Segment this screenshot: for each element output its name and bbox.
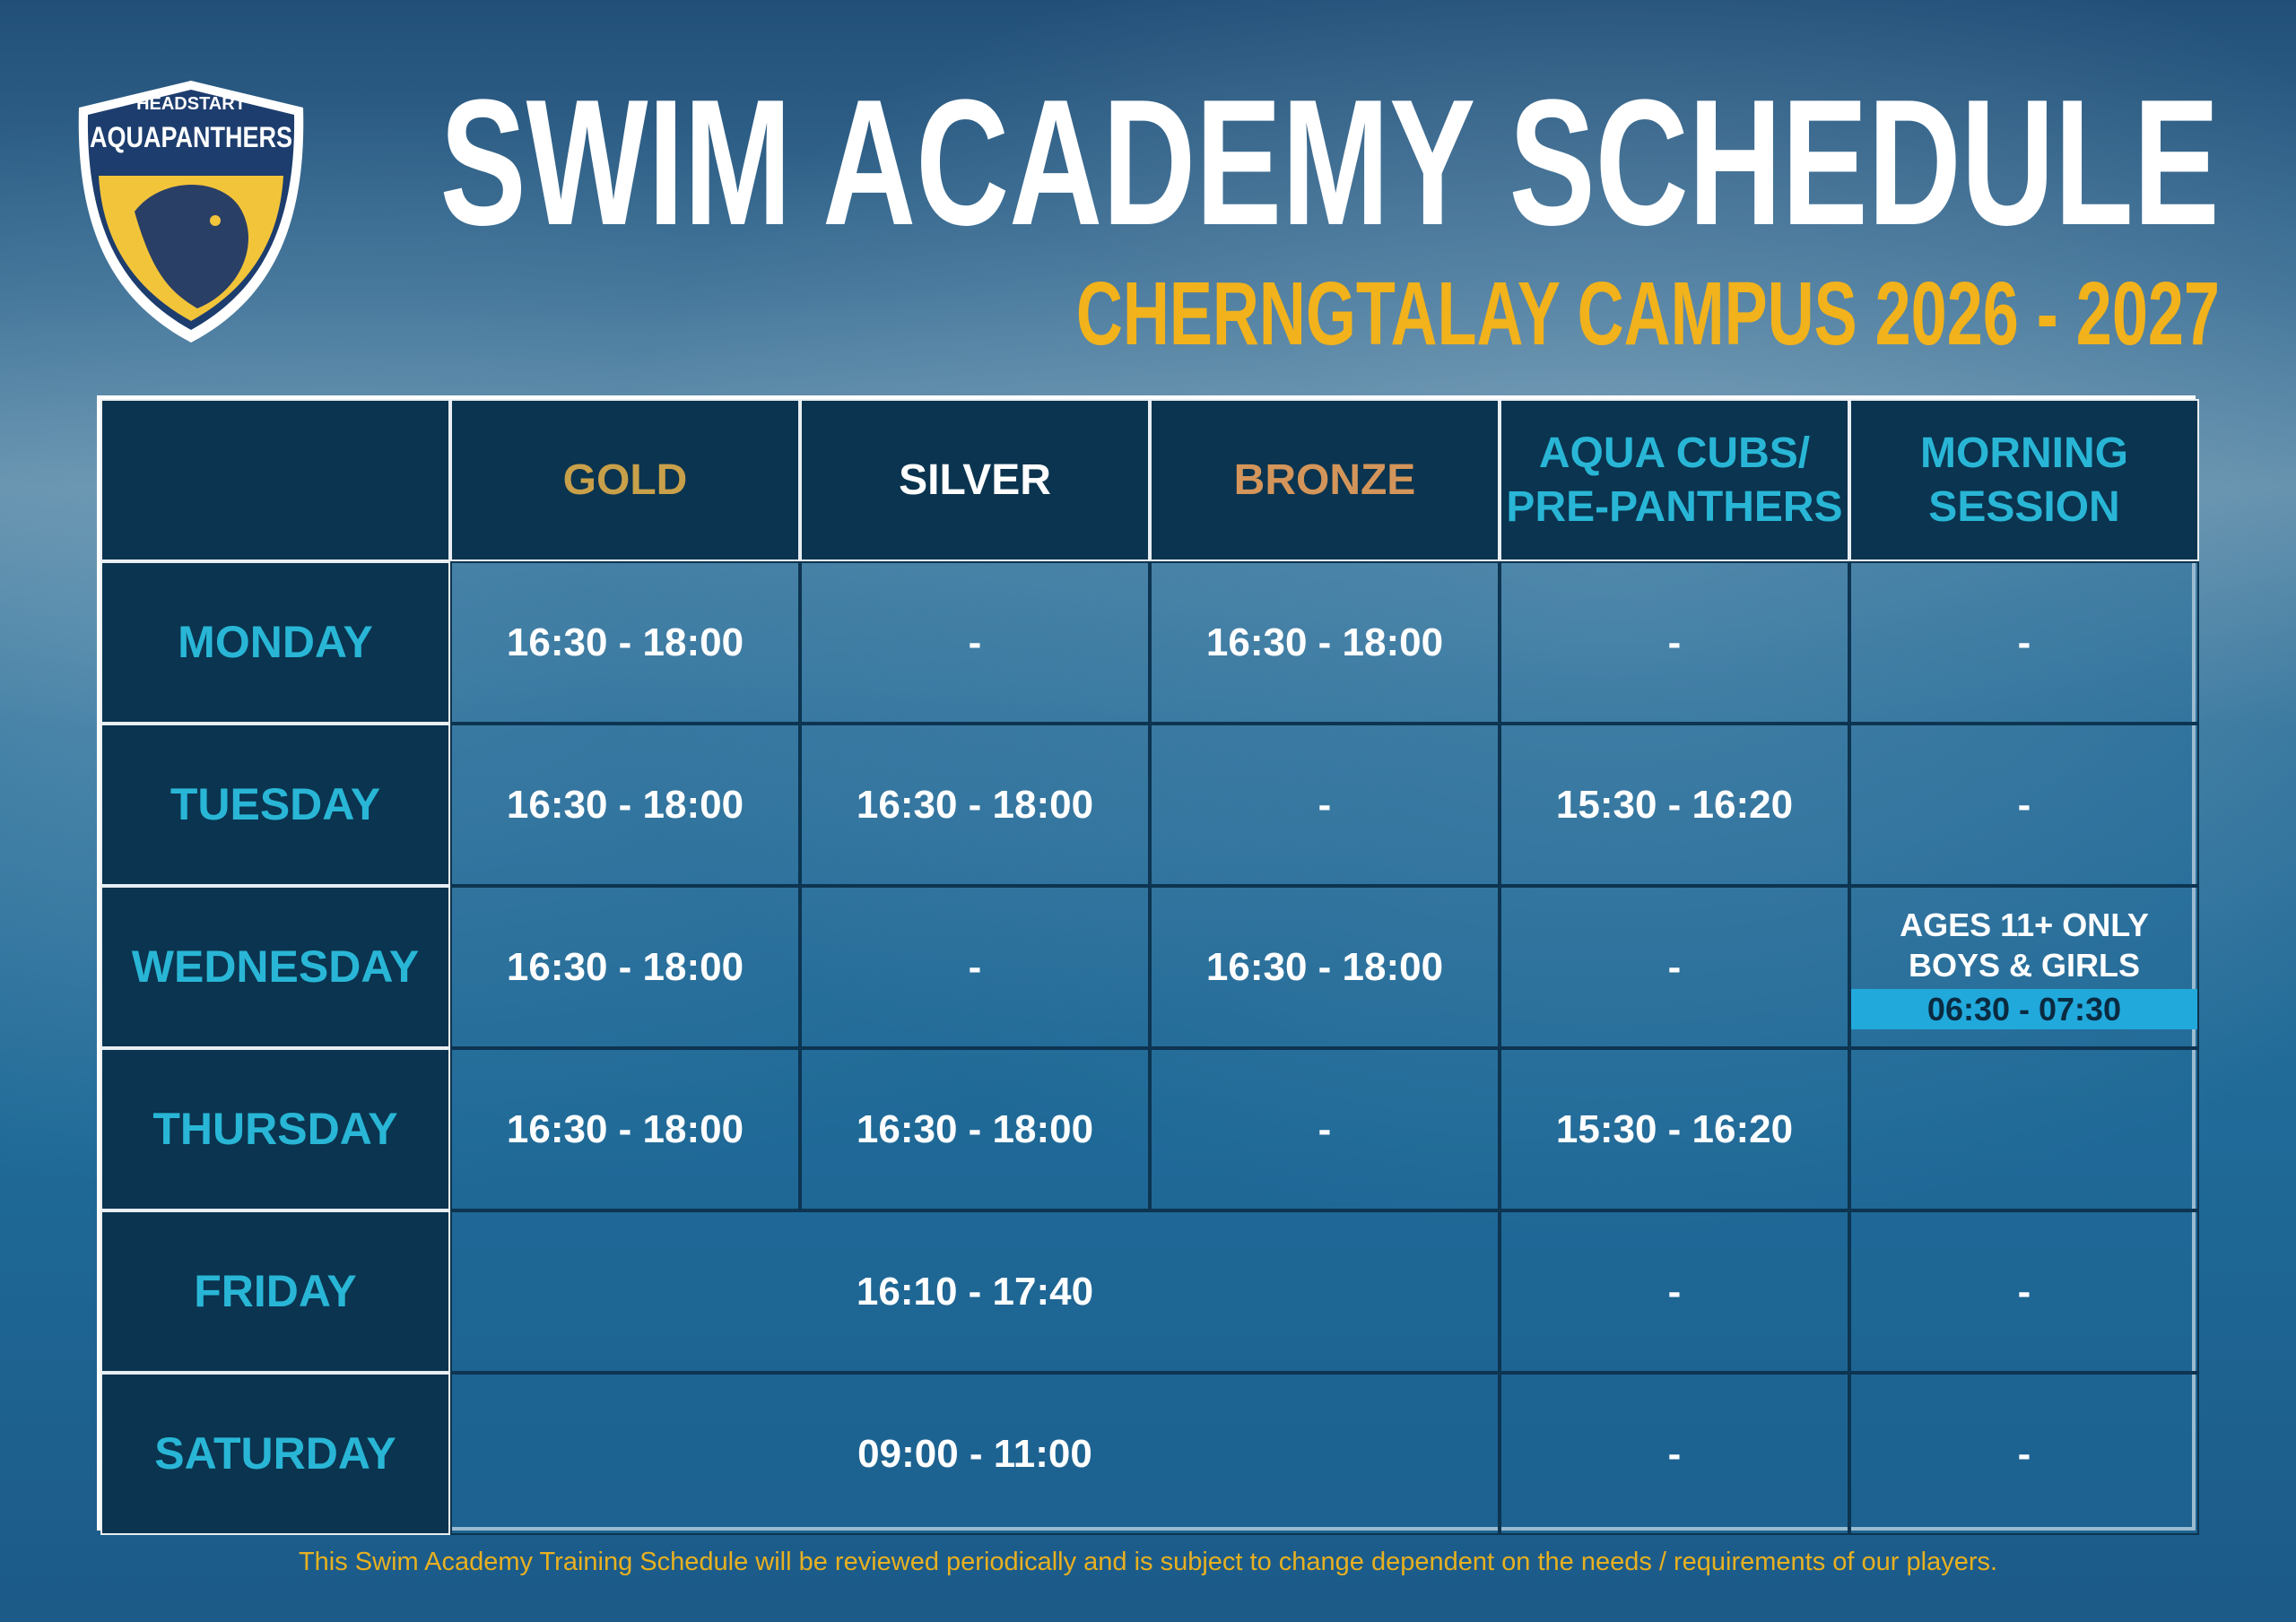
- column-header: SILVER: [800, 399, 1150, 561]
- time-cell: AGES 11+ ONLY BOYS & GIRLS 06:30 - 07:30: [1849, 886, 2199, 1048]
- time-text: 16:30 - 18:00: [856, 1107, 1094, 1151]
- column-header: GOLD: [450, 399, 800, 561]
- day-cell: TUESDAY: [100, 724, 450, 886]
- time-text: -: [1318, 1107, 1332, 1151]
- time-text: 16:30 - 18:00: [1205, 620, 1444, 664]
- time-cell: -: [800, 886, 1150, 1048]
- time-text: -: [2017, 1270, 2031, 1314]
- time-text: 16:30 - 18:00: [506, 783, 744, 827]
- time-cell: 16:30 - 18:00: [800, 724, 1150, 886]
- time-cell: 16:30 - 18:00: [800, 1048, 1150, 1210]
- time-cell: -: [1500, 886, 1849, 1048]
- day-cell: WEDNESDAY: [100, 886, 450, 1048]
- column-header: MORNING SESSION: [1849, 399, 2199, 561]
- time-cell: 15:30 - 16:20: [1500, 1048, 1849, 1210]
- schedule-table: GOLD SILVER BRONZE AQUA CUBS/PRE-PANTHERS MO…: [97, 395, 2199, 1535]
- column-header: BRONZE: [1150, 399, 1500, 561]
- time-cell: 16:30 - 18:00: [450, 724, 800, 886]
- time-text: -: [968, 945, 982, 989]
- time-text: -: [1667, 1432, 1682, 1476]
- time-text: 16:30 - 18:00: [1205, 945, 1444, 989]
- session-text: AGES 11+ ONLY: [1900, 906, 2149, 943]
- title: SWIM ACADEMY SCHEDULE: [439, 63, 2220, 263]
- time-text: -: [1667, 620, 1682, 664]
- session-text: BOYS & GIRLS: [1908, 947, 2141, 984]
- column-header-text: SILVER: [899, 455, 1051, 504]
- time-text: -: [1667, 1270, 1682, 1314]
- column-header-text: BRONZE: [1233, 455, 1416, 504]
- time-cell: -: [1500, 1373, 1849, 1535]
- time-text: -: [2017, 783, 2031, 827]
- time-cell: -: [1150, 1048, 1500, 1210]
- logo-name: AQUAPANTHERS: [90, 121, 292, 153]
- session-text: 06:30 - 07:30: [1851, 989, 2197, 1029]
- column-header-text: SESSION: [1928, 482, 2120, 531]
- time-cell: -: [1849, 1373, 2199, 1535]
- time-text: -: [968, 620, 982, 664]
- time-cell: -: [1849, 724, 2199, 886]
- time-cell: [1849, 1048, 2199, 1210]
- logo-top: HEADSTART: [136, 94, 246, 114]
- day-label: THURSDAY: [152, 1104, 398, 1155]
- day-cell: THURSDAY: [100, 1048, 450, 1210]
- day-label: WEDNESDAY: [131, 941, 420, 993]
- column-header: AQUA CUBS/PRE-PANTHERS: [1500, 399, 1849, 561]
- time-cell: -: [1849, 561, 2199, 724]
- time-text: -: [1667, 945, 1682, 989]
- time-text: 16:10 - 17:40: [856, 1270, 1094, 1314]
- day-cell: SATURDAY: [100, 1373, 450, 1535]
- time-text: -: [2017, 1432, 2031, 1476]
- time-cell: 16:30 - 18:00: [1150, 886, 1500, 1048]
- column-header-text: PRE-PANTHERS: [1506, 482, 1843, 531]
- time-cell: 16:10 - 17:40: [450, 1210, 1500, 1373]
- time-text: -: [1318, 783, 1332, 827]
- time-cell: 16:30 - 18:00: [450, 1048, 800, 1210]
- time-cell: -: [1500, 1210, 1849, 1373]
- day-cell: MONDAY: [100, 561, 450, 724]
- time-text: 15:30 - 16:20: [1555, 1107, 1794, 1151]
- time-text: 15:30 - 16:20: [1555, 783, 1794, 827]
- time-cell: -: [1500, 561, 1849, 724]
- time-cell: -: [1849, 1210, 2199, 1373]
- footer-note: This Swim Academy Training Schedule will…: [298, 1548, 1998, 1576]
- column-header-text: AQUA CUBS/: [1538, 429, 1811, 477]
- time-text: 09:00 - 11:00: [857, 1432, 1092, 1476]
- column-header-text: MORNING: [1920, 429, 2128, 477]
- time-cell: -: [800, 561, 1150, 724]
- time-cell: 16:30 - 18:00: [450, 561, 800, 724]
- time-text: 16:30 - 18:00: [506, 945, 744, 989]
- time-cell: 15:30 - 16:20: [1500, 724, 1849, 886]
- time-text: 16:30 - 18:00: [506, 620, 744, 664]
- day-label: TUESDAY: [170, 779, 381, 830]
- time-text: 16:30 - 18:00: [506, 1107, 744, 1151]
- column-header-text: GOLD: [562, 455, 688, 504]
- day-label: SATURDAY: [154, 1428, 396, 1479]
- time-text: -: [2017, 620, 2031, 664]
- day-label: FRIDAY: [194, 1266, 357, 1317]
- day-cell: FRIDAY: [100, 1210, 450, 1373]
- time-cell: 16:30 - 18:00: [450, 886, 800, 1048]
- logo: HEADSTART AQUAPANTHERS: [78, 81, 304, 343]
- corner-cell: [100, 399, 450, 561]
- day-label: MONDAY: [178, 617, 373, 668]
- time-cell: -: [1150, 724, 1500, 886]
- subtitle: CHERNGTALAY CAMPUS 2026 - 2027: [1075, 264, 2220, 364]
- time-cell: 09:00 - 11:00: [450, 1373, 1500, 1535]
- time-cell: 16:30 - 18:00: [1150, 561, 1500, 724]
- time-text: 16:30 - 18:00: [856, 783, 1094, 827]
